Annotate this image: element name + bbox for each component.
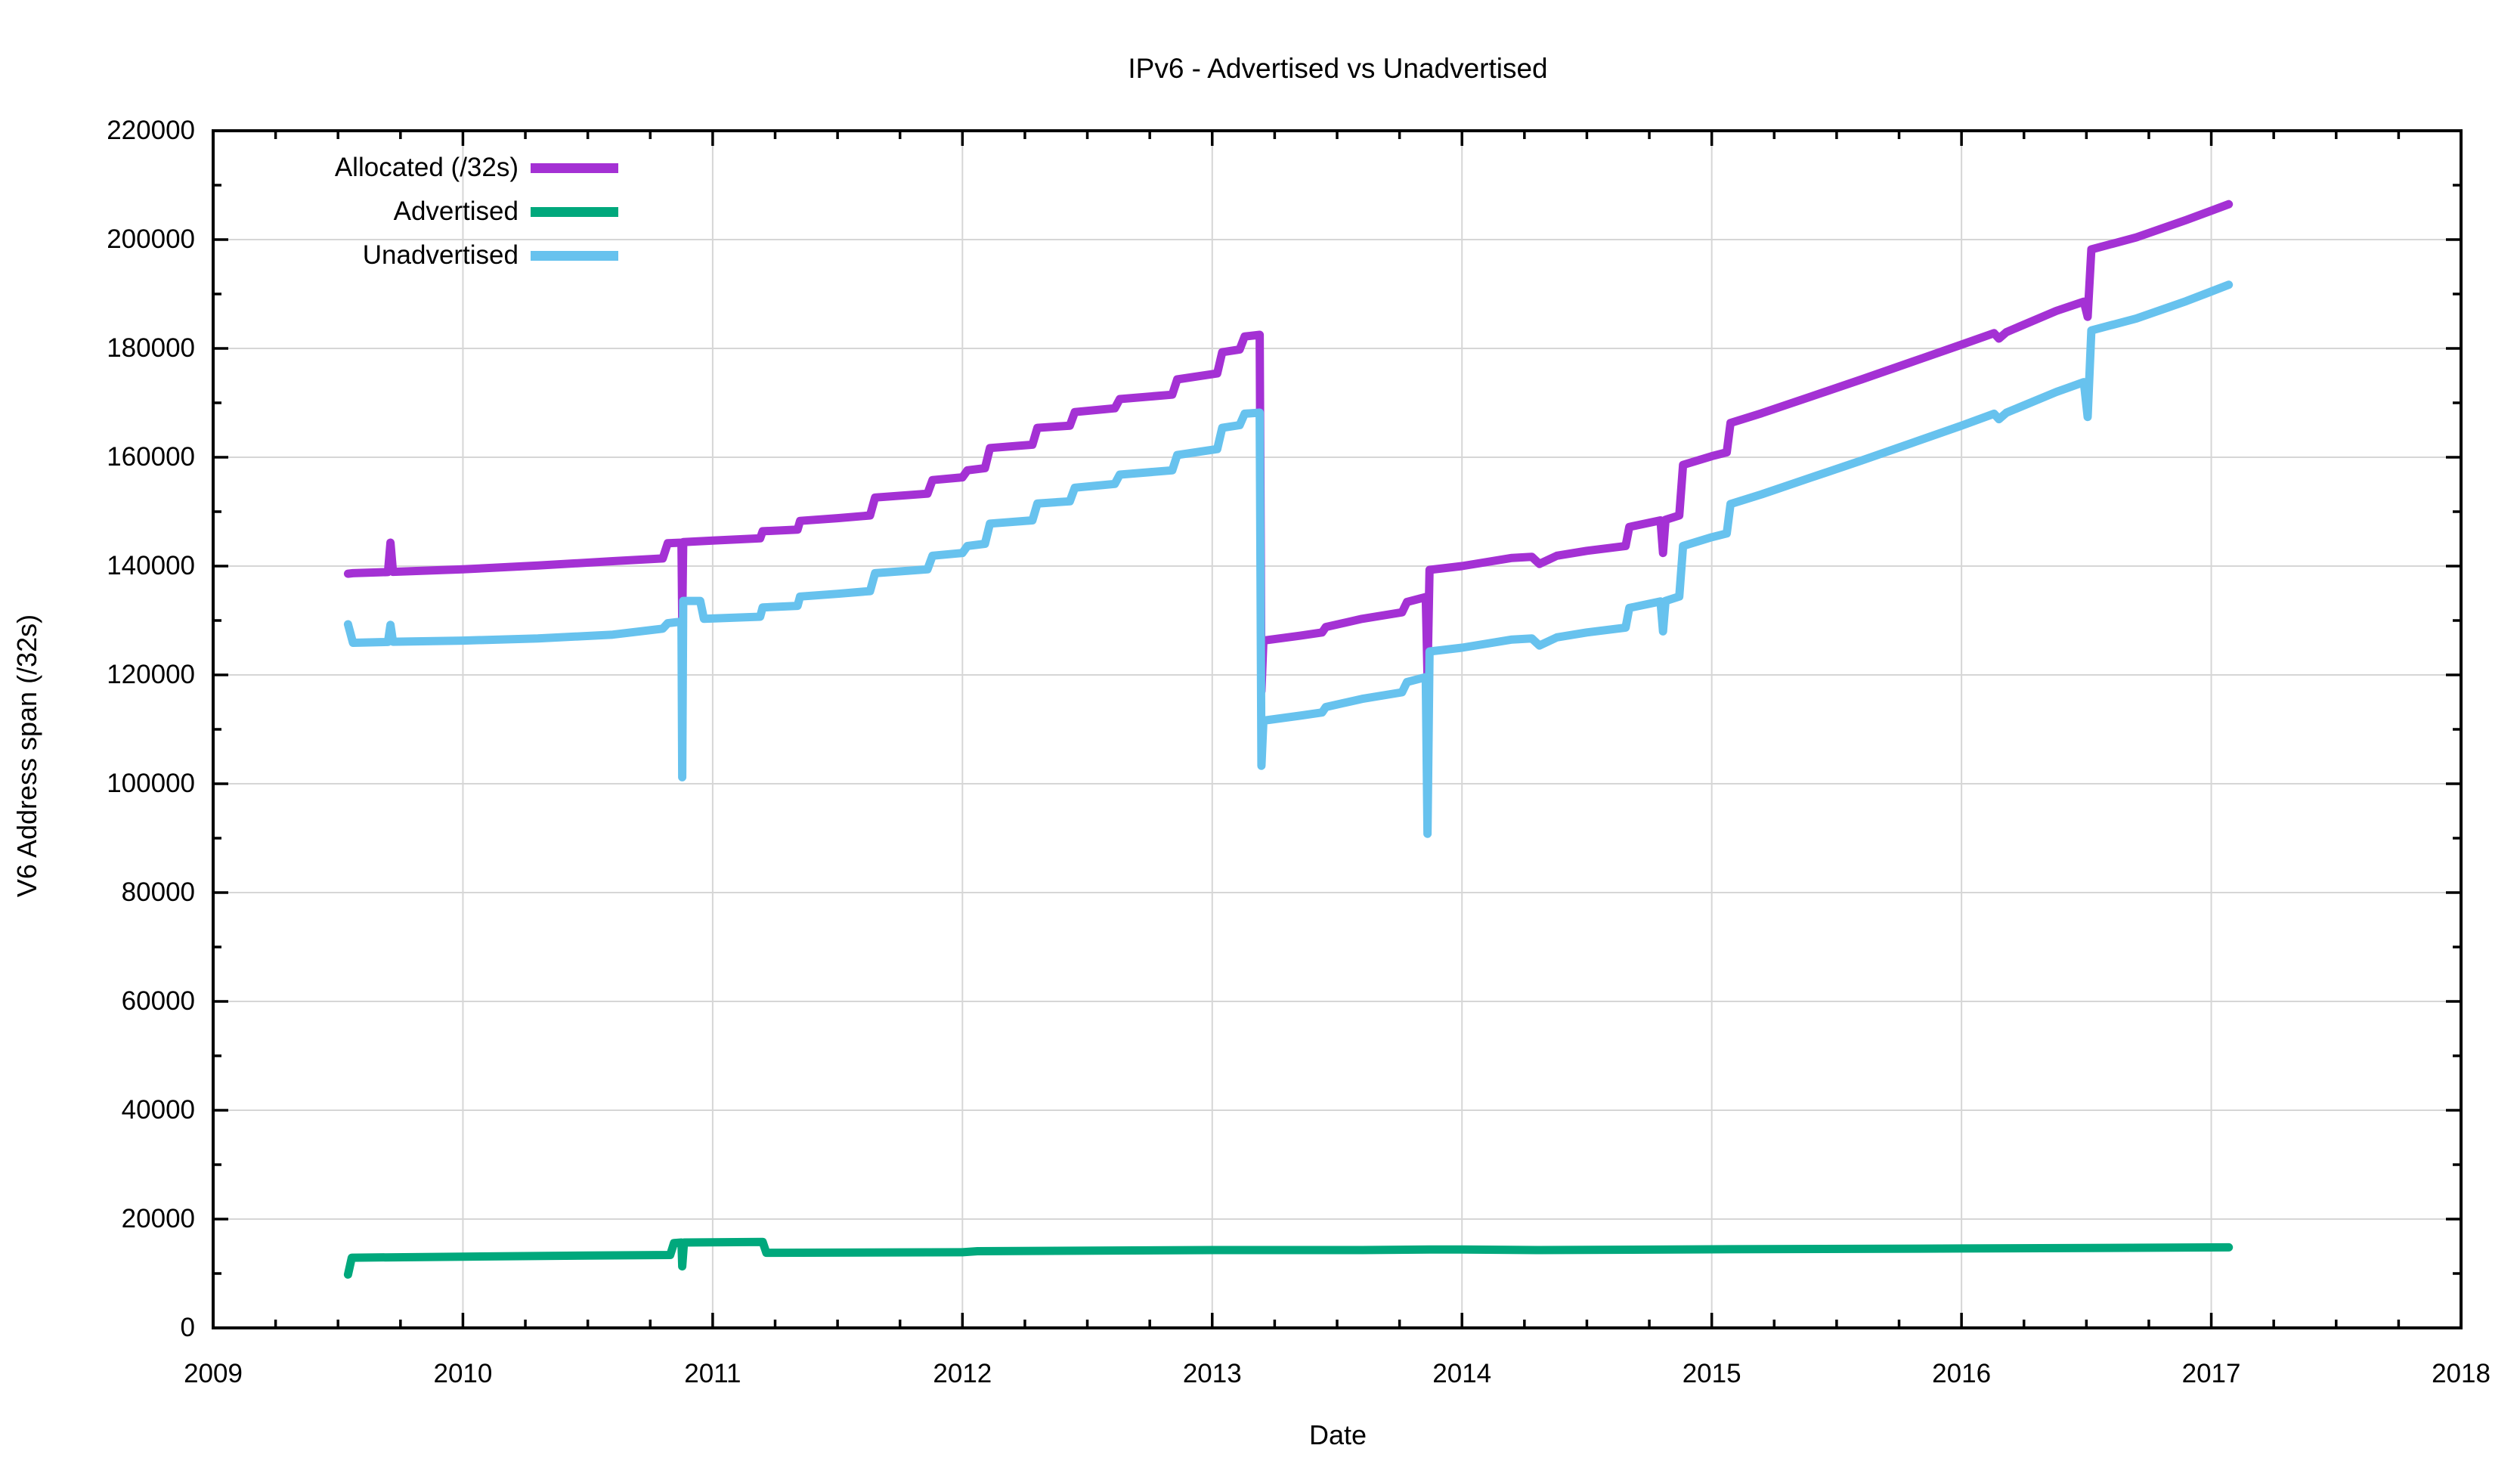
y-tick-label: 180000 xyxy=(107,333,195,363)
x-axis-label: Date xyxy=(1308,1419,1367,1450)
y-tick-label: 40000 xyxy=(121,1095,195,1125)
legend-item-allocated: Allocated (/32s) xyxy=(292,153,618,183)
y-tick-label: 80000 xyxy=(121,877,195,907)
y-tick-label: 120000 xyxy=(107,660,195,689)
x-tick-label: 2014 xyxy=(1432,1359,1492,1388)
y-tick-label: 160000 xyxy=(107,442,195,472)
legend-swatch-advertised xyxy=(531,206,618,217)
y-tick-label: 200000 xyxy=(107,224,195,254)
legend-label-allocated: Allocated (/32s) xyxy=(334,153,519,182)
legend-swatch-unadvertised xyxy=(531,250,618,261)
legend-swatch-allocated xyxy=(531,162,618,173)
y-tick-label: 60000 xyxy=(121,986,195,1016)
y-axis-label: V6 Address span (/32s) xyxy=(11,614,42,898)
legend-item-advertised: Advertised xyxy=(292,197,618,227)
x-tick-label: 2013 xyxy=(1182,1359,1242,1388)
x-tick-label: 2017 xyxy=(2181,1359,2241,1388)
x-tick-label: 2016 xyxy=(1932,1359,1992,1388)
x-tick-label: 2009 xyxy=(184,1359,243,1388)
x-tick-label: 2015 xyxy=(1682,1359,1741,1388)
y-tick-label: 220000 xyxy=(107,116,195,145)
x-tick-label: 2010 xyxy=(433,1359,493,1388)
legend-label-unadvertised: Unadvertised xyxy=(362,240,519,270)
legend-label-advertised: Advertised xyxy=(393,197,519,226)
chart-title: IPv6 - Advertised vs Unadvertised xyxy=(1128,53,1548,84)
legend-item-unadvertised: Unadvertised xyxy=(292,240,618,271)
y-tick-label: 100000 xyxy=(107,769,195,798)
y-tick-label: 140000 xyxy=(107,551,195,580)
x-tick-label: 2018 xyxy=(2432,1359,2491,1388)
x-tick-label: 2011 xyxy=(684,1359,741,1388)
y-tick-label: 20000 xyxy=(121,1204,195,1233)
y-tick-label: 0 xyxy=(180,1313,195,1342)
x-tick-label: 2012 xyxy=(933,1359,992,1388)
